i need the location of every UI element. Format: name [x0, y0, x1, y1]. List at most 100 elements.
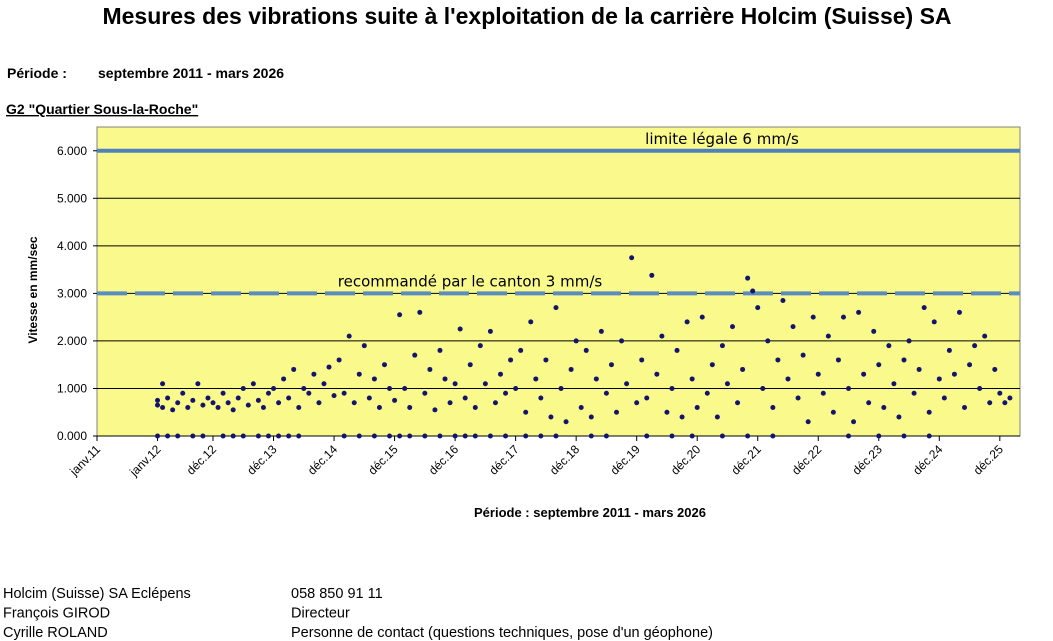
data-point: [371, 433, 377, 439]
data-point: [851, 419, 857, 425]
data-point: [346, 333, 352, 339]
data-point: [1007, 395, 1013, 401]
x-tick-label: déc.23: [850, 442, 886, 478]
data-point: [165, 433, 171, 439]
data-point: [452, 433, 458, 439]
period-label: Période :: [7, 65, 67, 81]
data-point: [866, 400, 872, 406]
data-point: [351, 400, 357, 406]
x-tick-label: déc.25: [971, 442, 1007, 478]
data-point: [331, 393, 337, 399]
data-point: [387, 433, 393, 439]
data-point: [931, 319, 937, 325]
data-point: [603, 433, 609, 439]
data-point: [175, 400, 181, 406]
x-tick-label: déc.24: [910, 442, 946, 478]
data-point: [735, 400, 741, 406]
plot-background: [96, 126, 1021, 437]
data-point: [336, 357, 342, 363]
data-point: [200, 402, 206, 408]
data-point: [946, 347, 952, 353]
data-point: [775, 357, 781, 363]
data-point: [155, 397, 161, 403]
x-tick-label: janv.11: [66, 442, 103, 479]
x-tick-label: déc.18: [547, 442, 583, 478]
y-tick-label: 3.000: [57, 286, 87, 300]
x-tick-label: déc.19: [607, 442, 643, 478]
data-point: [840, 314, 846, 320]
data-point: [901, 433, 907, 439]
data-point: [588, 414, 594, 420]
data-point: [185, 404, 191, 410]
data-point: [634, 400, 640, 406]
data-point: [790, 324, 796, 330]
x-tick-label: déc.16: [426, 442, 462, 478]
data-point: [835, 357, 841, 363]
data-point: [780, 298, 786, 304]
data-point: [614, 409, 620, 415]
data-point: [533, 376, 539, 382]
data-point: [861, 371, 867, 377]
data-point: [568, 366, 574, 372]
data-point: [407, 404, 413, 410]
data-point: [205, 395, 211, 401]
x-axis-label: Période : septembre 2011 - mars 2026: [474, 505, 706, 520]
data-point: [699, 314, 705, 320]
data-point: [664, 409, 670, 415]
data-point: [155, 402, 161, 408]
data-point: [265, 390, 271, 396]
data-point: [361, 343, 367, 349]
data-point: [619, 338, 625, 344]
data-point: [588, 433, 594, 439]
data-point: [669, 385, 675, 391]
data-point: [508, 357, 514, 363]
data-point: [457, 326, 463, 332]
data-point: [316, 400, 322, 406]
data-point: [598, 328, 604, 334]
data-point: [291, 366, 297, 372]
reference-label: recommandé par le canton 3 mm/s: [338, 272, 603, 290]
y-tick-label: 4.000: [57, 239, 87, 253]
data-point: [967, 362, 973, 368]
data-point: [740, 366, 746, 372]
data-point: [704, 390, 710, 396]
data-point: [482, 381, 488, 387]
data-point: [276, 433, 282, 439]
data-point: [487, 328, 493, 334]
data-point: [553, 433, 559, 439]
data-point: [543, 357, 549, 363]
data-point: [245, 402, 251, 408]
data-point: [155, 433, 161, 439]
data-point: [659, 333, 665, 339]
data-point: [341, 390, 347, 396]
data-point: [260, 404, 266, 410]
data-point: [220, 390, 226, 396]
data-point: [523, 433, 529, 439]
data-point: [437, 433, 443, 439]
data-point: [608, 362, 614, 368]
data-point: [407, 433, 413, 439]
data-point: [724, 381, 730, 387]
data-point: [714, 414, 720, 420]
data-point: [906, 338, 912, 344]
data-point: [997, 390, 1003, 396]
data-point: [755, 305, 761, 311]
data-point: [987, 400, 993, 406]
data-point: [412, 352, 418, 358]
data-point: [220, 433, 226, 439]
x-tick-label: janv.12: [126, 442, 164, 480]
data-point: [271, 385, 277, 391]
data-point: [770, 433, 776, 439]
data-point: [387, 385, 393, 391]
data-point: [442, 376, 448, 382]
data-point: [281, 376, 287, 382]
data-point: [311, 371, 317, 377]
data-point: [593, 376, 599, 382]
data-point: [962, 404, 968, 410]
data-point: [689, 433, 695, 439]
data-point: [578, 404, 584, 410]
data-point: [427, 366, 433, 372]
data-point: [669, 433, 675, 439]
data-point: [911, 390, 917, 396]
